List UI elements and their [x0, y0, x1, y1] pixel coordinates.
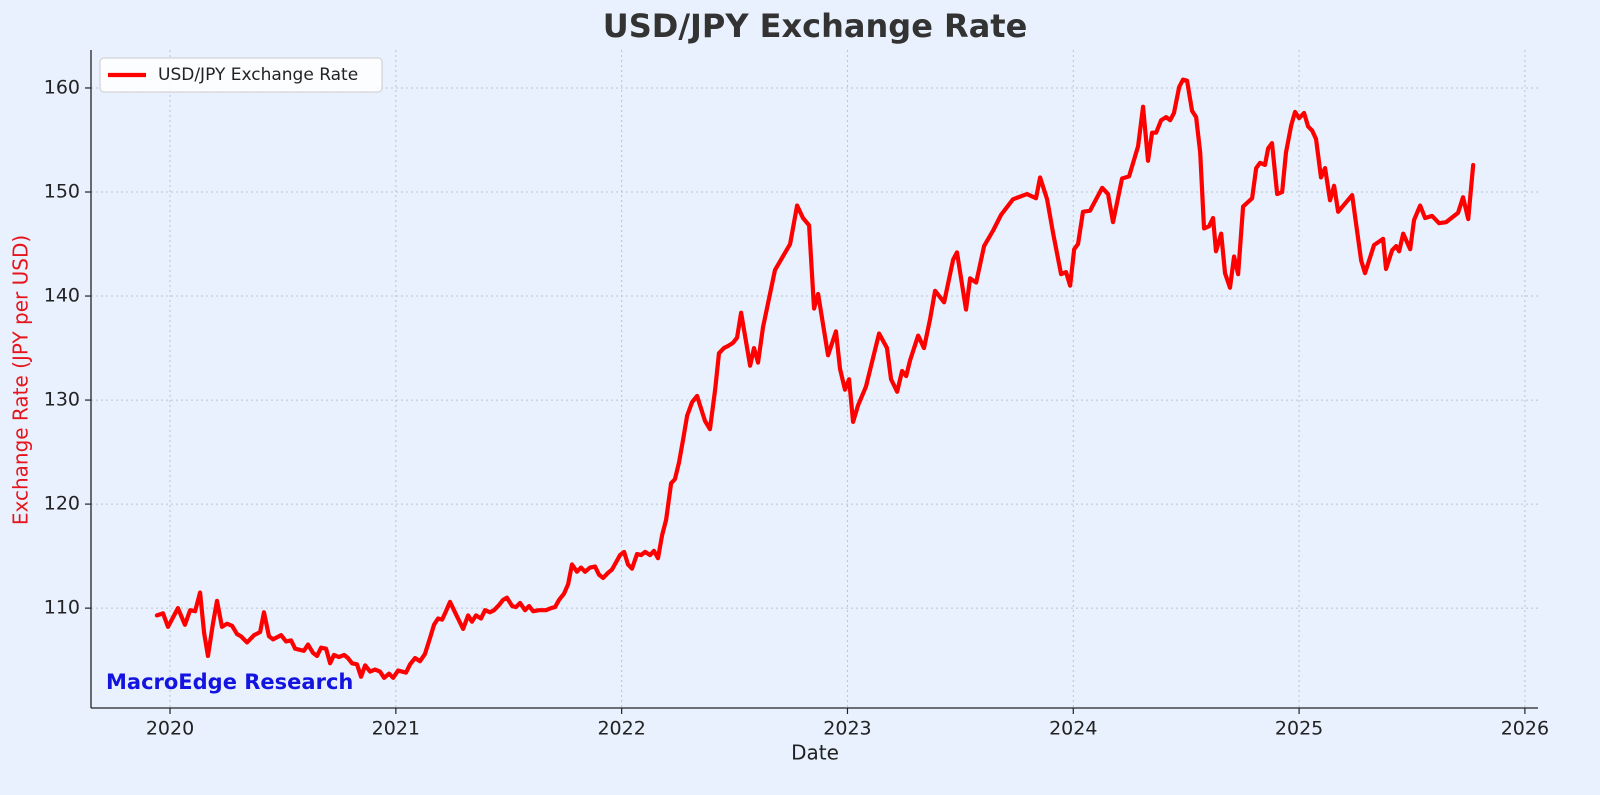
y-tick-label: 110: [44, 597, 80, 619]
chart-title: USD/JPY Exchange Rate: [603, 7, 1028, 45]
y-tick-label: 150: [44, 181, 80, 203]
y-tick-label: 120: [44, 493, 80, 515]
x-tick-label: 2022: [597, 718, 645, 740]
x-tick-label: 2020: [146, 718, 194, 740]
x-axis-label: Date: [791, 741, 839, 765]
y-tick-label: 160: [44, 76, 80, 98]
watermark: MacroEdge Research: [106, 670, 353, 694]
x-tick-label: 2025: [1275, 718, 1323, 740]
legend-box: [99, 57, 383, 93]
y-tick-label: 130: [44, 389, 80, 411]
y-tick-label: 140: [44, 285, 80, 307]
x-tick-label: 2023: [823, 718, 871, 740]
x-tick-label: 2021: [372, 718, 420, 740]
x-tick-label: 2026: [1501, 718, 1549, 740]
y-axis-label: Exchange Rate (JPY per USD): [9, 235, 33, 525]
x-tick-label: 2024: [1049, 718, 1097, 740]
legend: USD/JPY Exchange Rate: [99, 57, 383, 93]
legend-label: USD/JPY Exchange Rate: [158, 65, 358, 85]
line-series: [154, 77, 1476, 680]
